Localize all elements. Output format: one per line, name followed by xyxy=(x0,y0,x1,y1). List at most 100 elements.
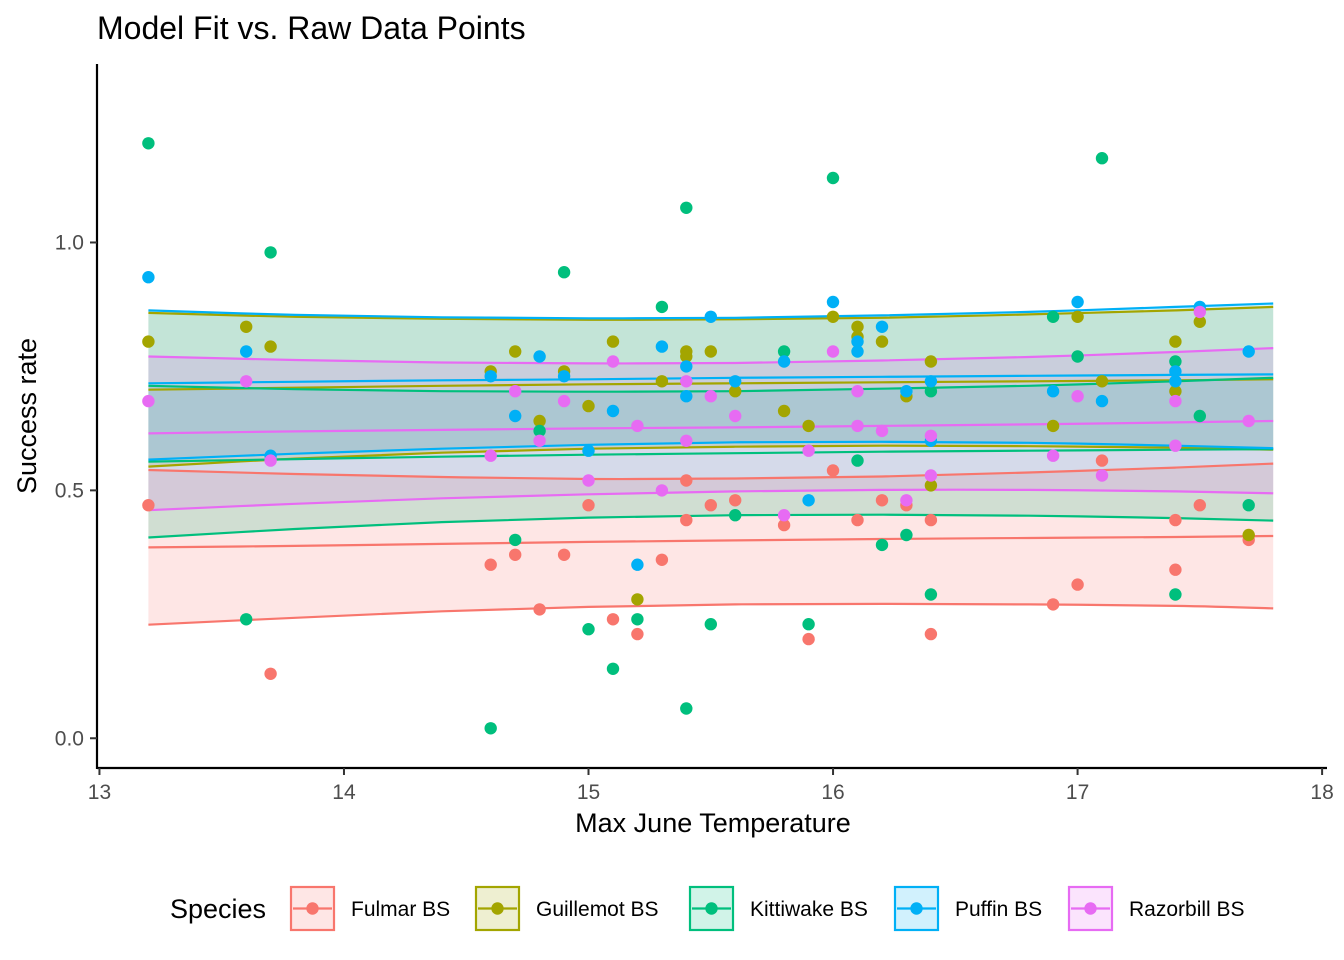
legend-key-point xyxy=(910,902,923,915)
puffin-bs-point xyxy=(875,320,889,333)
razorbill-bs-point xyxy=(606,355,620,368)
legend-key-point xyxy=(1084,902,1097,915)
fulmar-bs-lower-line xyxy=(148,602,1274,626)
points-layer xyxy=(142,137,1255,735)
fulmar-bs-upper-line xyxy=(148,462,1274,481)
puffin-bs-point xyxy=(606,404,620,418)
kittiwake-bs-point xyxy=(680,702,693,715)
legend-key-point xyxy=(705,902,718,915)
razorbill-bs-fit-line xyxy=(148,419,1274,435)
puffin-bs-point xyxy=(851,335,864,348)
fulmar-bs-confidence-band xyxy=(148,463,1274,625)
kittiwake-bs-point xyxy=(142,137,155,150)
guillemot-bs-point xyxy=(631,593,644,606)
guillemot-bs-point xyxy=(729,385,742,398)
y-tick-label: 1.0 xyxy=(55,231,84,254)
razorbill-bs-point xyxy=(142,394,155,408)
fulmar-bs-point xyxy=(680,513,693,527)
razorbill-bs-lower-line xyxy=(148,488,1274,512)
razorbill-bs-point xyxy=(924,429,938,442)
puffin-bs-point xyxy=(924,375,938,388)
puffin-bs-point xyxy=(557,370,571,383)
x-ticks: 13 14 15 16 17 18 xyxy=(88,768,1334,804)
x-tick-label: 18 xyxy=(1310,781,1333,804)
fulmar-bs-point xyxy=(729,494,742,507)
legend-key-point xyxy=(306,902,319,915)
fulmar-bs-point xyxy=(509,548,522,561)
guillemot-bs-point xyxy=(1046,419,1060,433)
kittiwake-bs-point xyxy=(1169,355,1182,368)
x-tick-label: 14 xyxy=(332,781,356,804)
puffin-bs-point xyxy=(631,558,644,571)
razorbill-bs-point xyxy=(924,469,938,482)
puffin-bs-confidence-band xyxy=(148,303,1274,460)
razorbill-bs-upper-line xyxy=(148,347,1274,365)
kittiwake-bs-point xyxy=(1046,310,1060,323)
razorbill-bs-point xyxy=(1095,469,1109,482)
guillemot-bs-point xyxy=(509,345,522,358)
x-tick-label: 17 xyxy=(1066,781,1089,804)
kittiwake-bs-point xyxy=(509,533,522,547)
fulmar-bs-point xyxy=(924,513,938,527)
kittiwake-bs-point xyxy=(533,424,546,438)
puffin-bs-point xyxy=(142,271,155,284)
guillemot-bs-point xyxy=(264,340,277,353)
razorbill-bs-point xyxy=(1046,449,1060,462)
kittiwake-bs-point xyxy=(924,385,938,398)
fulmar-bs-point xyxy=(264,667,277,680)
kittiwake-bs-point xyxy=(606,662,620,675)
kittiwake-bs-point xyxy=(631,613,644,626)
kittiwake-bs-point xyxy=(1193,409,1207,423)
puffin-bs-point xyxy=(826,295,840,309)
fulmar-bs-fit-line xyxy=(148,534,1274,549)
puffin-bs-point xyxy=(1046,385,1060,398)
kittiwake-bs-point xyxy=(264,246,277,259)
kittiwake-bs-point xyxy=(875,538,889,552)
kittiwake-bs-point xyxy=(557,266,571,279)
puffin-bs-point xyxy=(509,409,522,423)
legend-label-fulmar-bs: Fulmar BS xyxy=(351,898,450,921)
guillemot-bs-point xyxy=(1169,385,1182,398)
razorbill-bs-point xyxy=(631,419,644,433)
kittiwake-bs-point xyxy=(1095,152,1109,165)
guillemot-bs-point xyxy=(924,479,938,492)
guillemot-bs-point xyxy=(655,375,669,388)
legend-item-razorbill-bs: Razorbill BS xyxy=(1067,885,1245,932)
kittiwake-bs-point xyxy=(1071,350,1084,363)
guillemot-bs-point xyxy=(851,320,864,333)
fulmar-bs-point xyxy=(802,632,815,646)
kittiwake-bs-point xyxy=(1169,588,1182,601)
y-ticks: 0.0 0.5 1.0 xyxy=(55,231,97,750)
puffin-bs-point xyxy=(851,345,864,358)
razorbill-bs-point xyxy=(729,409,742,423)
legend-title: Species xyxy=(170,894,266,924)
fulmar-bs-point xyxy=(1169,563,1182,576)
fulmar-bs-point xyxy=(1169,513,1182,527)
fulmar-bs-point xyxy=(826,464,840,477)
fulmar-bs-point xyxy=(533,603,546,616)
kittiwake-bs-point xyxy=(655,300,669,314)
legend-item-fulmar-bs: Fulmar BS xyxy=(289,885,450,932)
puffin-bs-point xyxy=(777,355,791,368)
kittiwake-bs-point xyxy=(900,528,913,542)
guillemot-bs-point xyxy=(777,404,791,418)
kittiwake-bs-point xyxy=(802,618,815,631)
fulmar-bs-point xyxy=(875,494,889,507)
puffin-bs-lower-line xyxy=(148,440,1274,461)
kittiwake-bs-point xyxy=(826,171,840,185)
razorbill-bs-point xyxy=(655,484,669,497)
puffin-bs-point xyxy=(533,350,546,363)
guillemot-bs-point xyxy=(1071,310,1084,323)
fulmar-bs-point xyxy=(582,499,595,512)
puffin-bs-point xyxy=(1169,375,1182,388)
fulmar-bs-point xyxy=(851,513,864,527)
razorbill-bs-point xyxy=(851,419,864,433)
razorbill-bs-point xyxy=(484,449,497,462)
legend-item-kittiwake-bs: Kittiwake BS xyxy=(688,885,868,932)
legend-label-razorbill-bs: Razorbill BS xyxy=(1129,898,1245,921)
razorbill-bs-point xyxy=(875,424,889,438)
fulmar-bs-point xyxy=(924,627,938,641)
fulmar-bs-point xyxy=(1193,499,1207,512)
fulmar-bs-point xyxy=(631,627,644,641)
legend-key-point xyxy=(491,902,504,915)
